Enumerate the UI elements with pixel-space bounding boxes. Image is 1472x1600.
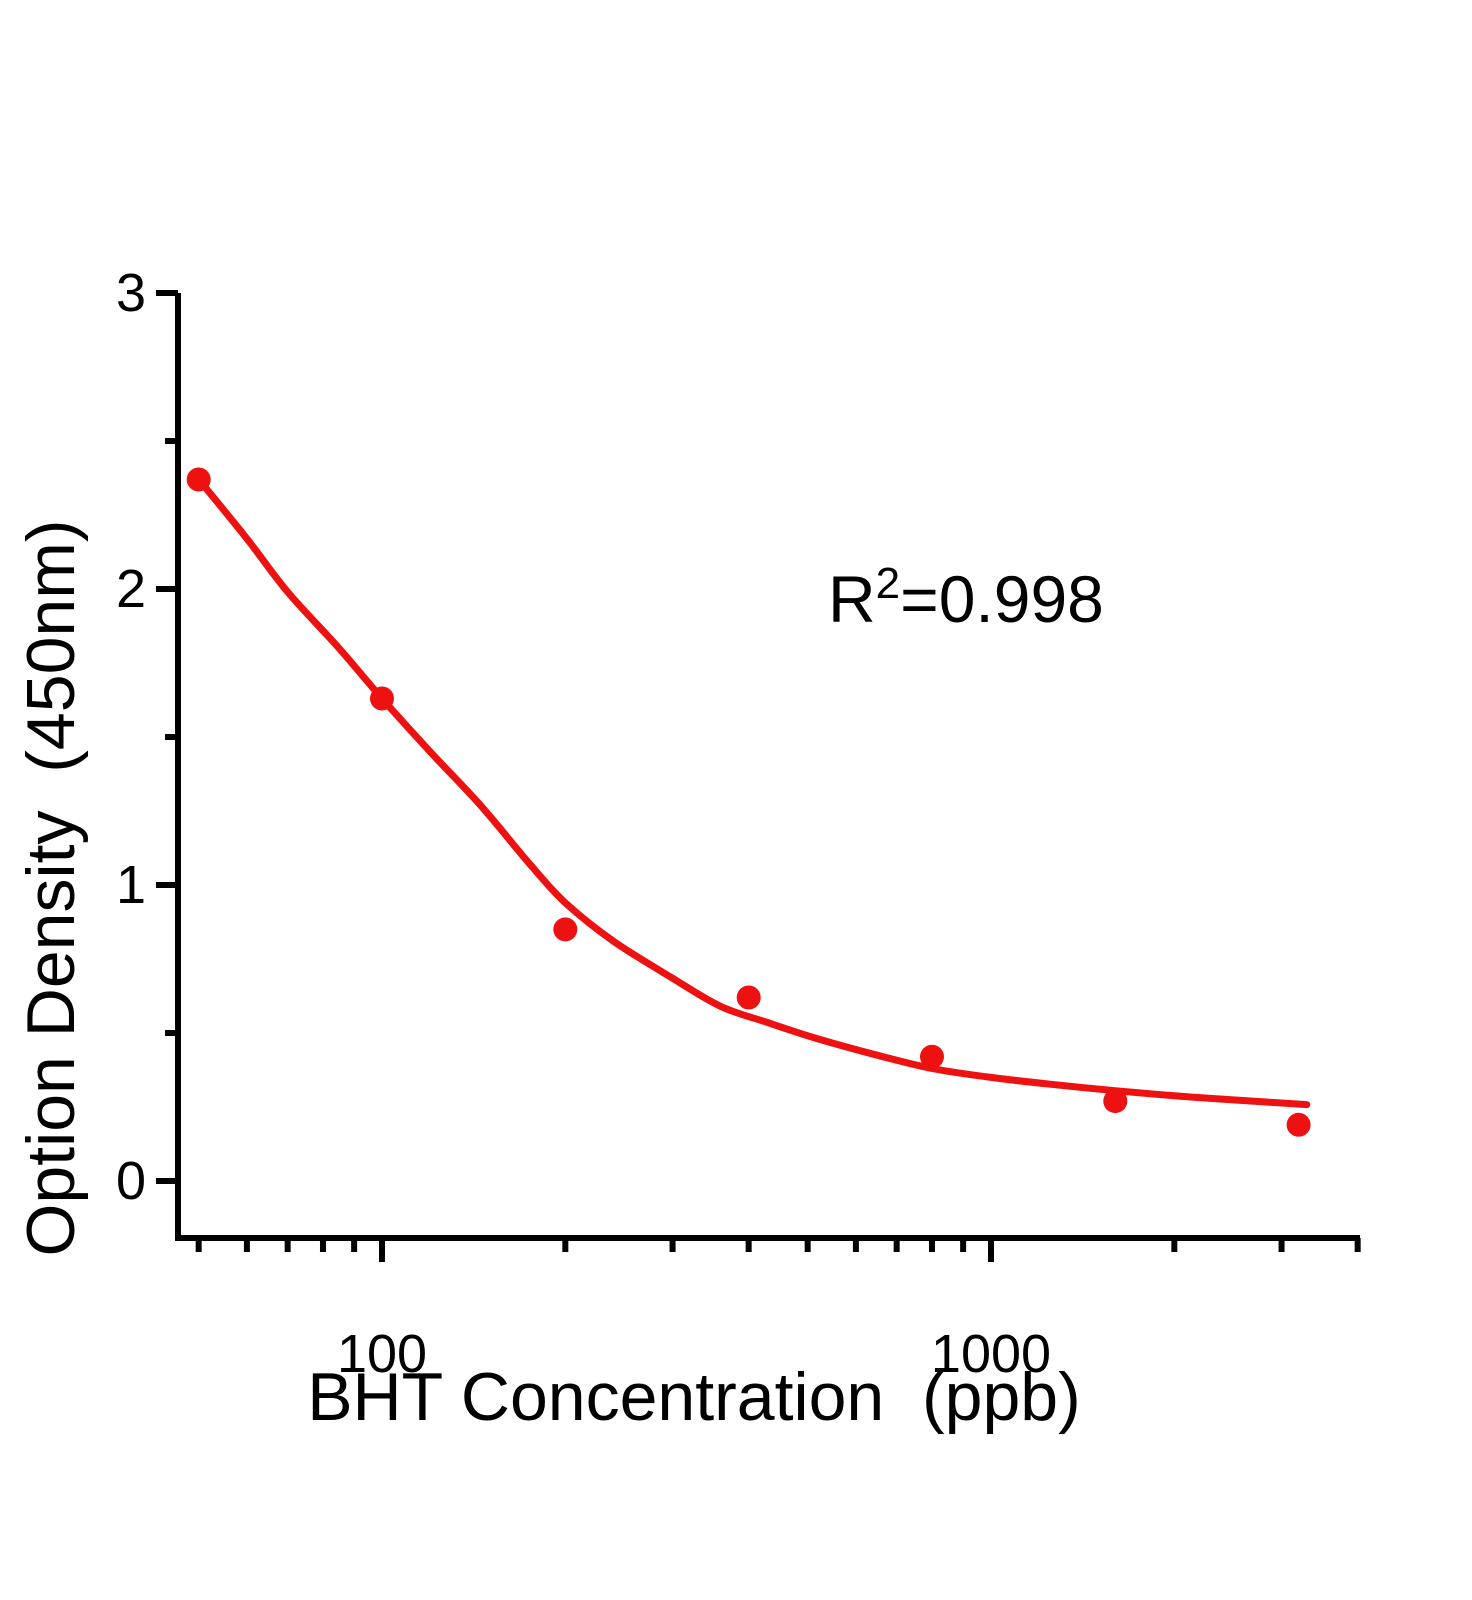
y-tick-label: 2 (116, 559, 146, 619)
x-axis-title: BHT Concentration (ppb) (307, 1359, 1081, 1435)
fit-curve (195, 476, 1311, 1109)
x-tick-label: 1000 (931, 1324, 1051, 1384)
r-squared-exponent: 2 (876, 559, 900, 608)
x-tick-label: 100 (337, 1324, 427, 1384)
y-axis-title: Option Density (450nm) (13, 520, 89, 1257)
y-tick-label: 0 (116, 1151, 146, 1211)
data-point (1103, 1089, 1128, 1114)
r-squared-value: =0.998 (900, 562, 1104, 636)
data-point (553, 917, 578, 942)
data-point (370, 686, 394, 711)
y-tick-label: 1 (116, 855, 146, 915)
y-tick-label: 3 (116, 263, 146, 323)
data-point (920, 1044, 944, 1069)
r-squared-base: R (828, 562, 876, 636)
data-point (186, 467, 211, 492)
data-point (1286, 1112, 1311, 1137)
r-squared-annotation: R2=0.998 (828, 559, 1104, 636)
data-point (736, 985, 761, 1010)
